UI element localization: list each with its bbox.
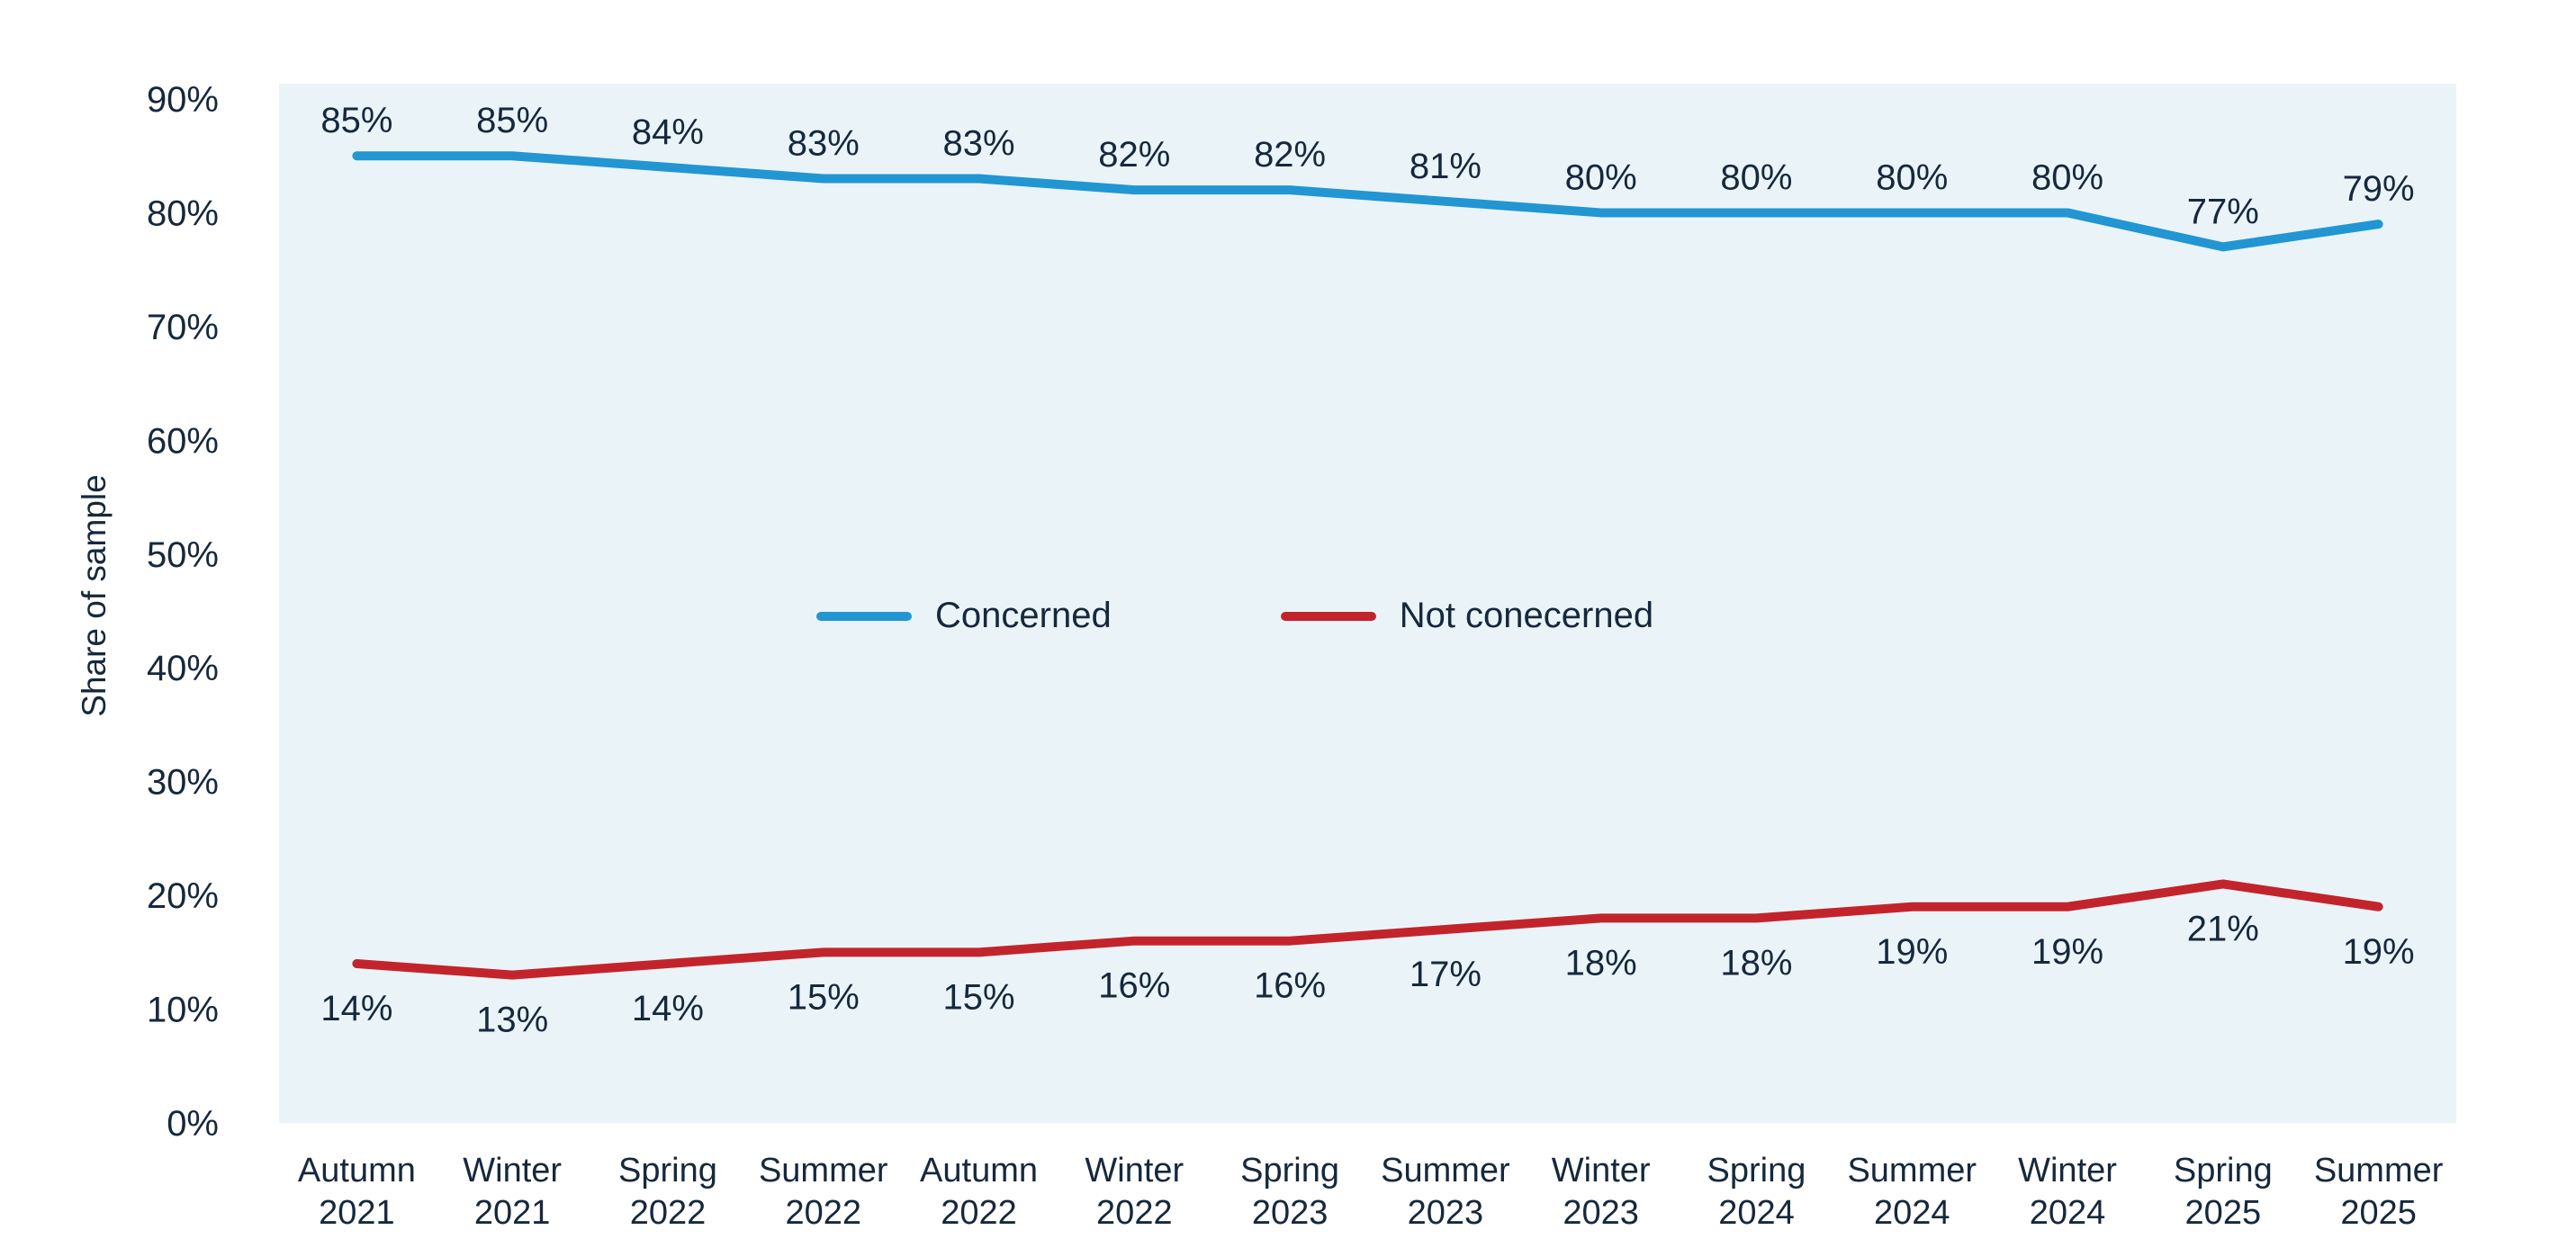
x-tick-label-year: 2024 — [1718, 1194, 1795, 1232]
data-label: 85% — [320, 101, 392, 140]
x-tick-label-year: 2023 — [1563, 1194, 1639, 1232]
x-tick-label-season: Autumn — [298, 1152, 416, 1190]
legend-swatch-concerned — [816, 611, 912, 621]
data-label: 13% — [476, 1001, 548, 1040]
y-axis-title: Share of sample — [76, 474, 113, 716]
x-tick-label-year: 2021 — [319, 1194, 395, 1232]
x-tick-label-year: 2022 — [941, 1194, 1017, 1232]
data-label: 83% — [943, 124, 1015, 164]
x-tick-label-year: 2025 — [2185, 1194, 2262, 1232]
data-label: 15% — [943, 977, 1015, 1017]
data-label: 19% — [2343, 932, 2415, 972]
data-label: 81% — [1410, 147, 1482, 186]
data-label: 80% — [1565, 157, 1637, 197]
series-line-not-conecerned — [352, 879, 2383, 980]
x-tick-label-season: Spring — [1240, 1152, 1339, 1190]
legend-swatch-not-concerned — [1280, 611, 1376, 621]
x-tick-label-season: Winter — [1085, 1152, 1184, 1190]
x-tick-label-year: 2024 — [2030, 1194, 2106, 1232]
data-label: 15% — [788, 977, 860, 1017]
data-label: 16% — [1098, 966, 1170, 1006]
legend-label-not-concerned: Not conecerned — [1399, 596, 1654, 635]
data-label: 80% — [1876, 157, 1948, 197]
data-label: 82% — [1098, 135, 1170, 175]
y-tick-label: 0% — [167, 1104, 219, 1144]
x-tick-label-year: 2022 — [1096, 1194, 1173, 1232]
y-tick-label: 30% — [147, 763, 219, 803]
x-tick-label-season: Summer — [1847, 1152, 1977, 1190]
x-tick-label-season: Spring — [1707, 1152, 1806, 1190]
legend-item-not-concerned: Not conecerned — [1280, 596, 1654, 636]
y-tick-label: 10% — [147, 991, 219, 1030]
y-tick-label: 90% — [147, 80, 219, 120]
x-tick-label-season: Autumn — [920, 1152, 1038, 1190]
x-tick-label-year: 2023 — [1408, 1194, 1484, 1232]
chart-legend: Concerned Not conecerned — [816, 596, 1653, 636]
x-tick-label-season: Winter — [2018, 1152, 2117, 1190]
data-label: 84% — [632, 112, 704, 152]
legend-label-concerned: Concerned — [935, 596, 1112, 635]
data-label: 85% — [476, 101, 548, 140]
x-tick-label-season: Winter — [463, 1152, 562, 1190]
data-label: 77% — [2187, 192, 2259, 231]
data-label: 83% — [788, 124, 860, 164]
data-label: 18% — [1720, 943, 1792, 983]
x-tick-label-season: Summer — [2314, 1152, 2444, 1190]
y-tick-label: 20% — [147, 876, 219, 916]
x-tick-label-year: 2022 — [785, 1194, 861, 1232]
y-tick-label: 70% — [147, 308, 219, 347]
y-tick-label: 60% — [147, 421, 219, 461]
y-tick-label: 50% — [147, 535, 219, 575]
data-label: 16% — [1254, 966, 1326, 1006]
series-line-concerned — [352, 151, 2383, 252]
data-label: 14% — [632, 989, 704, 1028]
legend-item-concerned: Concerned — [816, 596, 1112, 636]
y-tick-label: 40% — [147, 649, 219, 688]
data-label: 14% — [320, 989, 392, 1028]
data-label: 82% — [1254, 135, 1326, 175]
x-tick-label-year: 2025 — [2340, 1194, 2417, 1232]
data-label: 80% — [1720, 157, 1792, 197]
x-tick-label-season: Winter — [1552, 1152, 1651, 1190]
x-tick-label-year: 2022 — [630, 1194, 707, 1232]
x-tick-label-season: Spring — [618, 1152, 717, 1190]
x-tick-label-season: Spring — [2174, 1152, 2273, 1190]
data-label: 18% — [1565, 943, 1637, 983]
x-tick-label-season: Summer — [759, 1152, 888, 1190]
data-label: 17% — [1410, 955, 1482, 994]
x-tick-label-year: 2024 — [1874, 1194, 1950, 1232]
y-tick-label: 80% — [147, 193, 219, 233]
data-label: 19% — [1876, 932, 1948, 972]
data-label: 79% — [2343, 169, 2415, 209]
data-label: 80% — [2031, 157, 2103, 197]
x-tick-label-year: 2023 — [1252, 1194, 1329, 1232]
x-tick-label-year: 2021 — [474, 1194, 551, 1232]
x-tick-label-season: Summer — [1381, 1152, 1510, 1190]
data-label: 19% — [2031, 932, 2103, 972]
data-label: 21% — [2187, 909, 2259, 948]
